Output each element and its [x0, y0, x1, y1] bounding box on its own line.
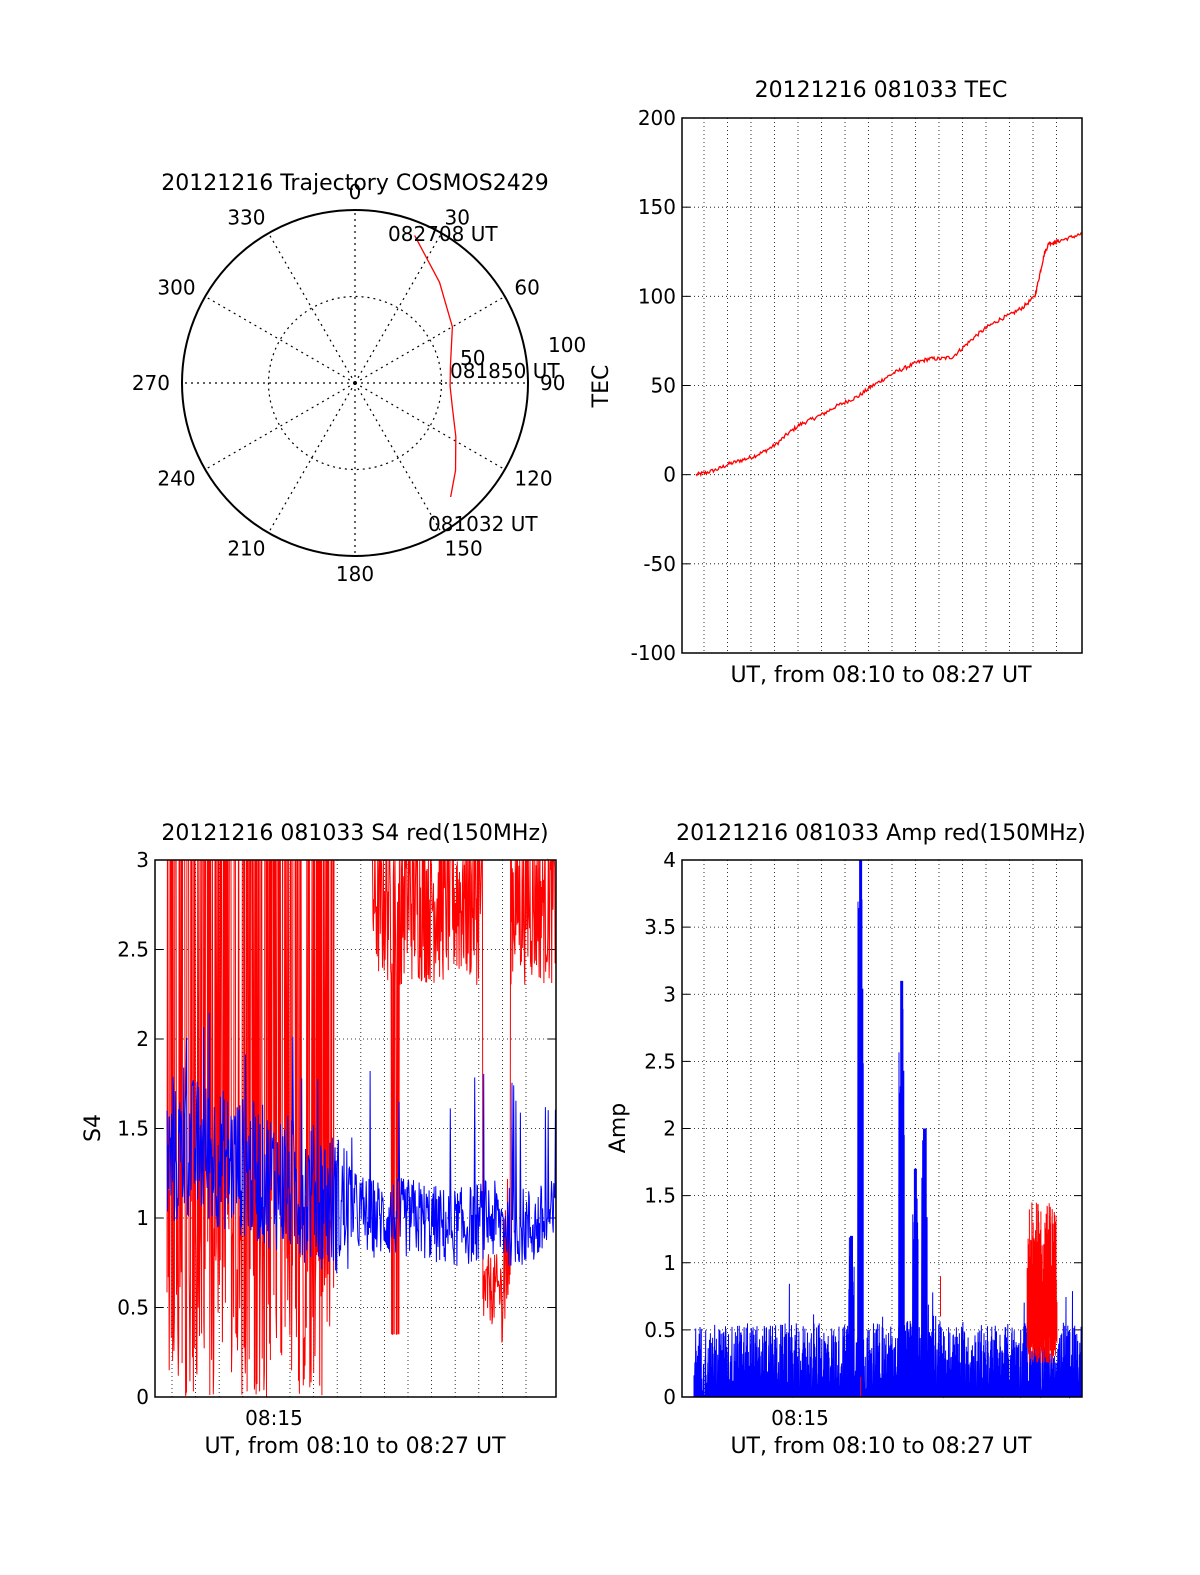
trajectory-title: 20121216 Trajectory COSMOS2429 [161, 171, 548, 196]
polar-grid-spoke [354, 382, 506, 471]
y-tick-label: 100 [638, 284, 676, 308]
s4-red-line [166, 858, 557, 1397]
trajectory-mid-label: 081850 UT [450, 359, 560, 383]
y-tick-label: 1 [136, 1206, 149, 1230]
s4-title: 20121216 081033 S4 red(150MHz) [161, 821, 548, 846]
y-tick-label: 1.5 [644, 1184, 676, 1208]
radial-label-50: 50 [460, 346, 485, 370]
y-tick-label: 0 [663, 463, 676, 487]
amp-blue-series [693, 860, 1083, 1399]
polar-grid-spoke [204, 382, 356, 471]
y-tick-label: 0 [136, 1385, 149, 1409]
y-tick-label: 3 [663, 982, 676, 1006]
polar-angle-label: 270 [132, 371, 170, 395]
polar-angle-label: 180 [336, 562, 374, 586]
polar-grid-spoke [267, 382, 356, 534]
trajectory-polar-plot: 20121216 Trajectory COSMOS2429 0 30 60 90 12… [132, 171, 586, 586]
y-tick-label: 200 [638, 106, 676, 130]
y-tick-label: 2.5 [117, 938, 149, 962]
amp-grid [682, 859, 1082, 1398]
y-tick-label: 3 [136, 848, 149, 872]
polar-angle-label: 90 [540, 371, 565, 395]
polar-angle-label: 300 [157, 276, 195, 300]
tec-y-axis-label: TEC [589, 365, 614, 409]
y-tick-label: 0 [663, 1385, 676, 1409]
s4-x-tick-label: 08:15 [245, 1406, 303, 1430]
polar-grid-spoke [354, 382, 443, 534]
polar-angle-label: 330 [227, 206, 265, 230]
amp-plot: 20121216 081033 Amp red(150MHz) 4 3.5 3 2.5… [606, 821, 1086, 1459]
amp-x-axis-label: UT, from 08:10 to 08:27 UT [730, 1434, 1032, 1459]
polar-grid [182, 210, 528, 556]
trajectory-start-label: 081032 UT [428, 512, 538, 536]
s4-y-tick-labels: 3 2.5 2 1.5 1 0.5 0 [117, 848, 149, 1409]
amp-red-line [860, 1202, 1058, 1397]
s4-plot: 20121216 081033 S4 red(150MHz) 3 2.5 2 1.5 1… [81, 821, 557, 1459]
tec-y-tick-labels: 200 150 100 50 0 -50 -100 [631, 106, 676, 665]
radial-label-100: 100 [548, 333, 586, 357]
trajectory-line [414, 235, 457, 498]
polar-angle-label: 210 [227, 536, 265, 560]
amp-red-series [860, 1202, 1058, 1397]
s4-y-axis-label: S4 [81, 1114, 106, 1142]
y-tick-label: 0.5 [644, 1318, 676, 1342]
y-tick-label: 3.5 [644, 915, 676, 939]
tec-grid [682, 117, 1082, 654]
amp-blue-line [693, 899, 1083, 1399]
amp-y-tick-labels: 4 3.5 3 2.5 2 1.5 1 0.5 0 [644, 848, 676, 1409]
amp-axes-frame [681, 859, 1083, 1398]
s4-blue-series [166, 1012, 557, 1274]
polar-angle-label: 120 [514, 467, 552, 491]
polar-grid-spoke [354, 295, 506, 384]
polar-angle-label: 0 [349, 180, 362, 204]
polar-grid-spoke [267, 232, 356, 384]
polar-grid-spoke [204, 295, 356, 384]
s4-red-series [166, 858, 557, 1397]
amp-title: 20121216 081033 Amp red(150MHz) [676, 821, 1086, 846]
s4-axes-frame [154, 859, 557, 1398]
y-tick-label: -50 [643, 552, 676, 576]
tec-axes-frame [681, 117, 1083, 654]
y-tick-label: -100 [631, 641, 676, 665]
tec-series-line [695, 231, 1083, 478]
y-tick-label: 2 [663, 1117, 676, 1141]
polar-outer-circle [181, 209, 529, 557]
polar-angle-label: 240 [157, 467, 195, 491]
polar-grid-spoke [354, 232, 443, 384]
polar-angle-labels: 0 30 60 90 120 150 180 210 240 270 300 330 [132, 180, 566, 586]
y-tick-label: 50 [651, 374, 676, 398]
y-tick-label: 2.5 [644, 1049, 676, 1073]
y-tick-label: 4 [663, 848, 676, 872]
polar-angle-label: 150 [445, 536, 483, 560]
y-tick-label: 1.5 [117, 1117, 149, 1141]
tec-title: 20121216 081033 TEC [755, 78, 1008, 103]
polar-angle-label: 60 [514, 276, 539, 300]
y-tick-label: 0.5 [117, 1296, 149, 1320]
polar-grid-circle [267, 295, 443, 471]
y-tick-label: 1 [663, 1251, 676, 1275]
y-tick-label: 2 [136, 1027, 149, 1051]
s4-x-axis-label: UT, from 08:10 to 08:27 UT [204, 1434, 506, 1459]
y-tick-label: 150 [638, 195, 676, 219]
amp-y-axis-label: Amp [606, 1103, 631, 1153]
trajectory-end-label: 082708 UT [388, 222, 498, 246]
tec-plot: 20121216 081033 TEC 200150100500-50-100 … [589, 78, 1083, 688]
polar-angle-label: 30 [445, 206, 470, 230]
tec-x-axis-label: UT, from 08:10 to 08:27 UT [730, 663, 1032, 688]
amp-x-tick-label: 08:15 [771, 1406, 829, 1430]
